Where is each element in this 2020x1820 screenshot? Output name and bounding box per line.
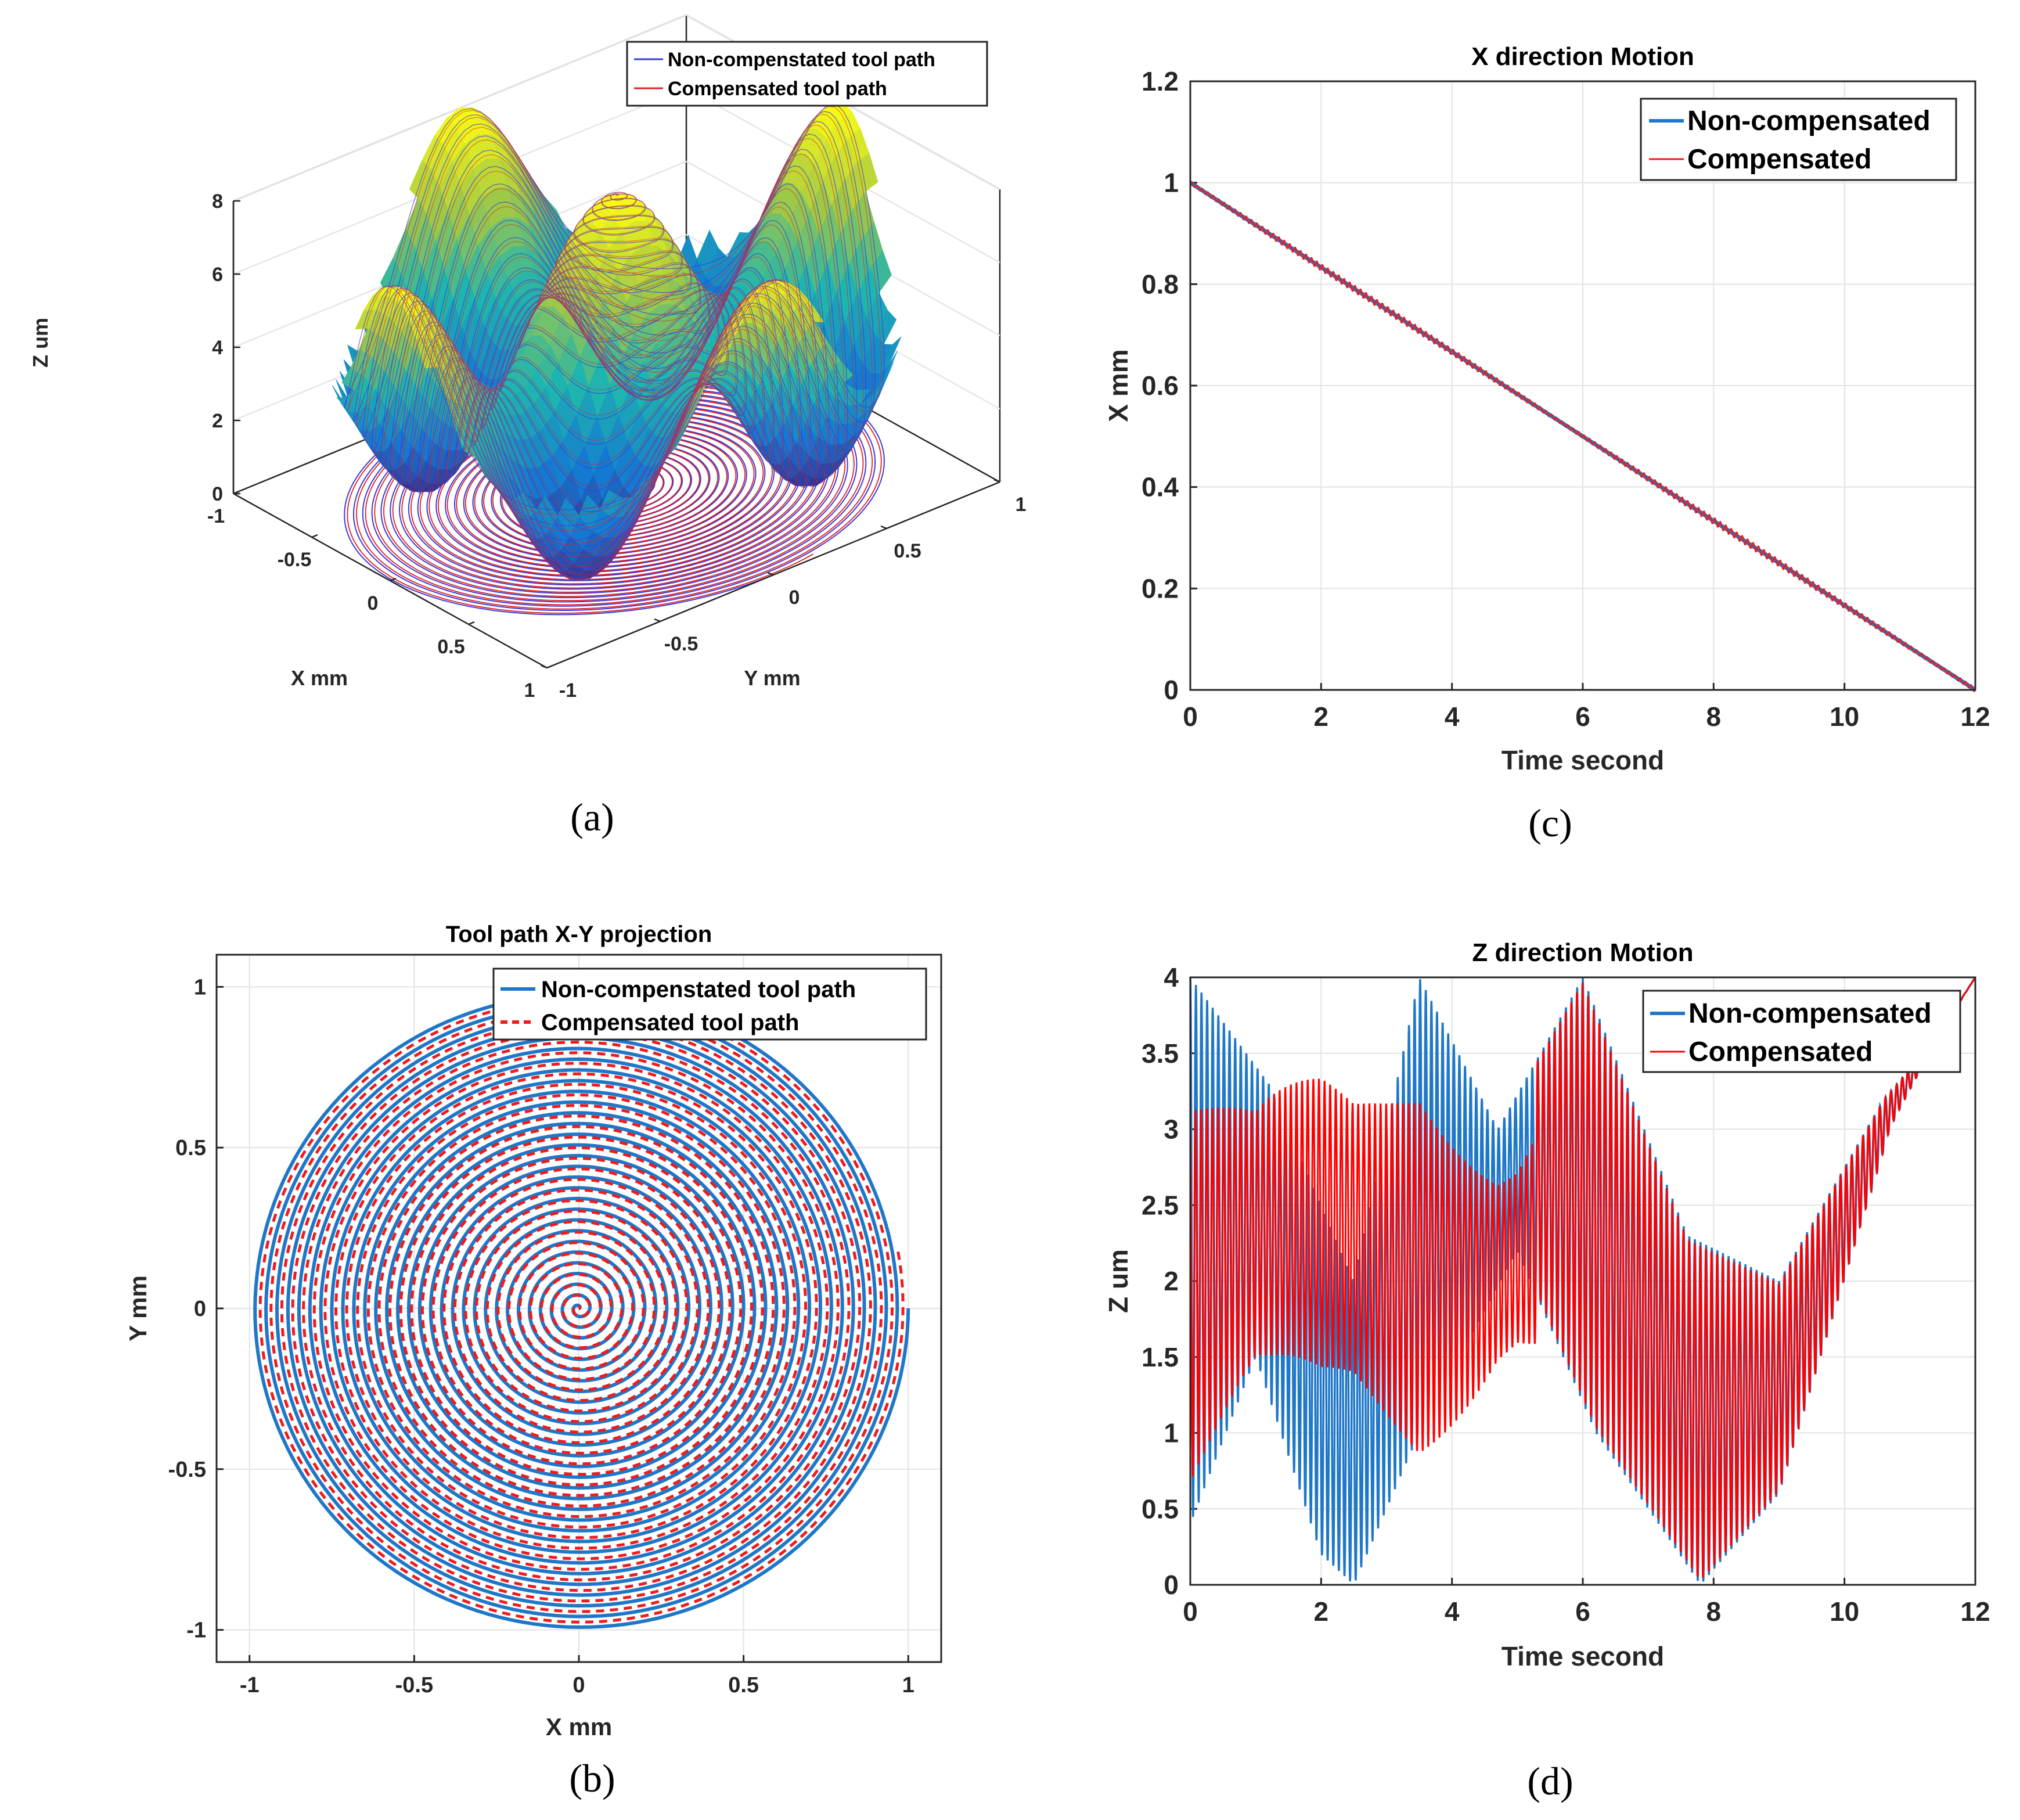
panel-a-xtick-label-3: 0.5	[437, 636, 465, 658]
panel-b-legend-label-2: Compensated tool path	[541, 1010, 799, 1035]
panel-c-ytick-label-0: 0	[1164, 675, 1179, 705]
panel-b-xy-projection: -1 -0.5 0 0.5 1 -1 -0.5 0 0.5 1 Tool path X-Y pro…	[124, 922, 942, 1800]
panel-d-xtick-label-1: 2	[1314, 1596, 1329, 1627]
panel-c-ytick-label-6: 1.2	[1142, 66, 1179, 96]
panel-a-ytick-label-1: -0.5	[664, 633, 698, 655]
panel-d-xtick-label-0: 0	[1183, 1596, 1198, 1627]
panel-a-xtick-label-4: 1	[524, 679, 535, 702]
panel-a-floor-compensated	[347, 364, 882, 614]
panel-c-xtick-label-6: 12	[1960, 702, 1990, 732]
panel-d-caption: (d)	[1527, 1759, 1573, 1803]
panel-b-legend-label-1: Non-compenstated tool path	[541, 977, 856, 1002]
panel-a-xtick-1	[311, 534, 318, 538]
panel-a-xtick-3	[468, 621, 475, 625]
panel-a-ytick-label-2: 0	[789, 587, 800, 609]
panel-d-ytick-label-5: 2.5	[1142, 1190, 1179, 1220]
panel-c-xtick-label-5: 10	[1830, 702, 1859, 732]
panel-b-xtick-label-3: 0.5	[728, 1673, 759, 1697]
panel-b-caption: (b)	[569, 1756, 615, 1800]
panel-b-xtick-label-4: 1	[902, 1673, 914, 1697]
panel-d-xtick-label-3: 6	[1575, 1596, 1590, 1627]
panel-d-ytick-label-7: 3.5	[1142, 1038, 1179, 1069]
panel-a-ztick-label-2: 4	[212, 337, 223, 359]
panel-b-ytick-label-0: -1	[186, 1618, 206, 1643]
panel-c-ytick-label-4: 0.8	[1142, 269, 1179, 299]
panel-d-xtick-label-2: 4	[1445, 1596, 1460, 1627]
panel-d-ytick-label-1: 0.5	[1142, 1494, 1179, 1524]
panel-a-ztick-label-0: 0	[212, 483, 223, 505]
panel-a-surface-plot: -1 -0.5 0 0.5 1 -1 -0.5 0 0.5 1 0 2 4 6 8 X mm Y mm Z …	[28, 14, 1027, 839]
panel-b-xtick-label-2: 0	[572, 1673, 585, 1697]
panel-d-ytick-label-2: 1	[1164, 1418, 1179, 1448]
panel-a-zlabel: Z um	[28, 318, 52, 368]
panel-c-xtick-label-2: 4	[1445, 702, 1460, 732]
panel-c-ytick-label-5: 1	[1164, 168, 1179, 198]
panel-b-ytick-label-4: 1	[194, 975, 206, 999]
panel-a-ylabel: Y mm	[744, 666, 800, 690]
panel-c-legend-label-2: Compensated	[1687, 144, 1871, 175]
panel-a-xlabel: X mm	[291, 666, 348, 690]
panel-b-title: Tool path X-Y projection	[446, 922, 712, 947]
panel-c-xtick-label-0: 0	[1183, 702, 1198, 732]
panel-c-xtick-label-4: 8	[1706, 702, 1722, 732]
panel-d-ytick-label-3: 1.5	[1142, 1342, 1179, 1372]
panel-c-ytick-label-2: 0.4	[1142, 472, 1179, 502]
panel-a-xtick-label-0: -1	[207, 505, 225, 527]
panel-d-legend-label-1: Non-compensated	[1688, 998, 1932, 1029]
panel-a-legend: Non-compenstated tool path Compensated t…	[626, 41, 988, 107]
panel-b-ytick-label-1: -0.5	[168, 1458, 206, 1482]
panel-c-title: X direction Motion	[1471, 42, 1694, 71]
panel-d-xtick-label-4: 8	[1706, 1596, 1722, 1627]
panel-d-ytick-label-0: 0	[1164, 1570, 1179, 1600]
panel-c-xtick-label-1: 2	[1314, 702, 1329, 732]
panel-a-ztick-label-4: 8	[212, 190, 223, 213]
panel-d-ytick-label-6: 3	[1164, 1114, 1179, 1145]
panel-c-ytick-label-3: 0.6	[1142, 371, 1179, 401]
panel-d-xtick-label-6: 12	[1960, 1596, 1990, 1627]
panel-b-xlabel: X mm	[546, 1713, 612, 1740]
panel-c-x-motion: 0 2 4 6 8 10 12 0 0.2 0.4 0.6 0.8 1 1.2 X direction M…	[1103, 42, 1990, 845]
panel-d-legend-label-2: Compensated	[1688, 1037, 1873, 1067]
panel-d-ytick-label-8: 4	[1164, 962, 1179, 992]
panel-a-legend-label-1: Non-compenstated tool path	[668, 49, 935, 71]
panel-a-ytick-label-4: 1	[1016, 494, 1027, 516]
panel-c-legend: Non-compensated Compensated	[1640, 98, 1957, 181]
panel-a-legend-label-2: Compensated tool path	[668, 78, 887, 100]
panel-d-xlabel: Time second	[1502, 1641, 1664, 1671]
panel-a-ytick-1	[654, 618, 661, 623]
panel-a-xtick-label-1: -0.5	[278, 549, 312, 571]
panel-c-caption: (c)	[1528, 801, 1572, 845]
panel-b-ylabel: Y mm	[124, 1275, 152, 1341]
panel-a-ytick-3	[880, 525, 887, 530]
panel-d-z-motion: 0 2 4 6 8 10 12 0 0.5 1 1.5 2 2.5 3 3.5 4 Z direction M…	[1103, 938, 1990, 1803]
panel-c-legend-label-1: Non-compensated	[1687, 106, 1931, 136]
panel-a-xtick-label-2: 0	[368, 592, 379, 614]
panel-d-title: Z direction Motion	[1472, 938, 1693, 967]
panel-a-surface	[332, 101, 902, 581]
panel-c-xtick-label-3: 6	[1575, 702, 1590, 732]
panel-a-ztick-label-1: 2	[212, 410, 223, 432]
panel-c-ytick-label-1: 0.2	[1142, 573, 1179, 603]
panel-d-ylabel: Z um	[1103, 1249, 1133, 1313]
panel-b-ytick-label-3: 0.5	[175, 1136, 206, 1160]
panel-a-ytick-label-3: 0.5	[894, 540, 921, 562]
panel-c-ylabel: X mm	[1103, 349, 1133, 422]
panel-b-xtick-label-0: -1	[240, 1673, 260, 1697]
panel-d-ytick-label-4: 2	[1164, 1266, 1179, 1296]
panel-c-xlabel: Time second	[1502, 745, 1664, 775]
panel-a-ztick-label-3: 6	[212, 264, 223, 286]
panel-b-ytick-label-2: 0	[194, 1297, 206, 1321]
panel-d-xtick-label-5: 10	[1830, 1596, 1859, 1627]
panel-b-legend: Non-compenstated tool path Compensated t…	[492, 967, 927, 1041]
panel-b-xtick-label-1: -0.5	[395, 1673, 433, 1697]
panel-d-legend: Non-compensated Compensated	[1642, 990, 1961, 1073]
panel-a-caption: (a)	[570, 795, 614, 839]
panel-a-ytick-label-0: -1	[559, 679, 577, 702]
